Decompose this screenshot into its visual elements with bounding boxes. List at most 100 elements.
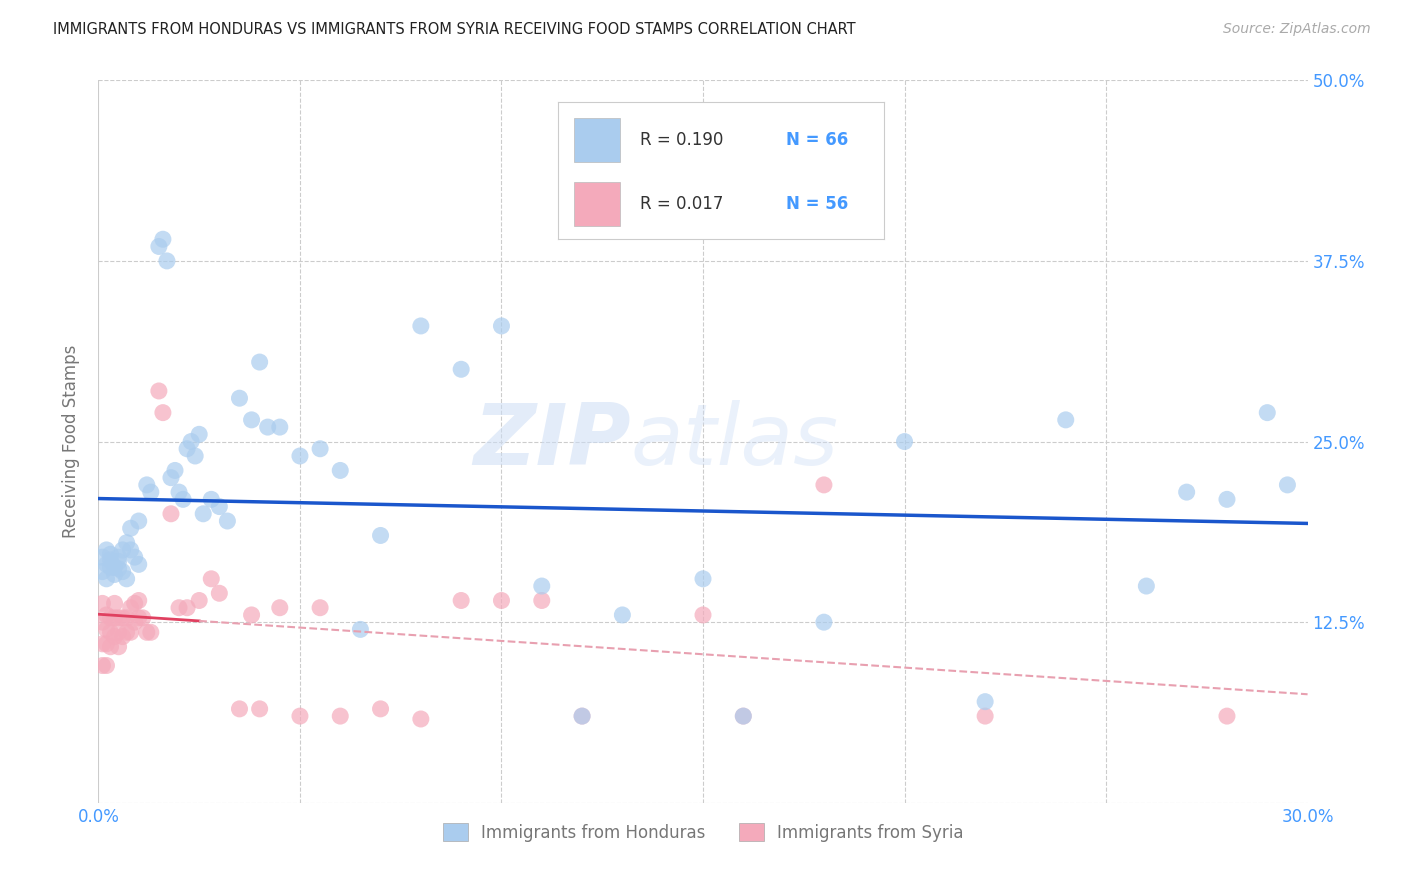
Point [309, 600, 332, 615]
Point [240, 607, 263, 622]
Point [172, 492, 194, 507]
Point [188, 427, 211, 442]
Point [530, 579, 553, 593]
Point [491, 318, 513, 333]
Point [370, 528, 392, 542]
Point [228, 702, 250, 716]
Point [288, 449, 311, 463]
Point [152, 406, 174, 420]
Point [733, 709, 755, 723]
Point [974, 695, 997, 709]
Point [100, 547, 122, 561]
Point [974, 709, 997, 723]
Point [180, 434, 202, 449]
Point [128, 514, 150, 528]
Point [128, 611, 150, 625]
Point [124, 596, 146, 610]
Point [115, 611, 138, 625]
Text: atlas: atlas [630, 400, 838, 483]
Point [100, 611, 122, 625]
Point [288, 709, 311, 723]
Point [309, 442, 332, 456]
Point [91, 615, 114, 630]
Point [111, 611, 134, 625]
Point [1277, 478, 1299, 492]
Point [103, 611, 125, 625]
Point [103, 567, 125, 582]
Point [349, 623, 371, 637]
Point [124, 615, 146, 630]
Point [100, 560, 122, 574]
Point [571, 709, 593, 723]
Point [103, 596, 125, 610]
Point [1216, 709, 1239, 723]
Legend: Immigrants from Honduras, Immigrants from Syria: Immigrants from Honduras, Immigrants fro… [436, 817, 970, 848]
Point [91, 637, 114, 651]
Point [111, 630, 134, 644]
Point [91, 596, 114, 610]
Point [813, 615, 835, 630]
Point [240, 413, 263, 427]
Point [107, 625, 129, 640]
Point [107, 562, 129, 576]
Point [256, 420, 278, 434]
Text: IMMIGRANTS FROM HONDURAS VS IMMIGRANTS FROM SYRIA RECEIVING FOOD STAMPS CORRELAT: IMMIGRANTS FROM HONDURAS VS IMMIGRANTS F… [53, 22, 856, 37]
Point [530, 593, 553, 607]
Point [409, 712, 432, 726]
Point [111, 542, 134, 557]
Point [612, 607, 634, 622]
Point [167, 600, 190, 615]
Point [120, 625, 142, 640]
Text: Source: ZipAtlas.com: Source: ZipAtlas.com [1223, 22, 1371, 37]
Point [491, 593, 513, 607]
Point [91, 550, 114, 565]
Point [450, 593, 472, 607]
Point [135, 625, 157, 640]
Point [1216, 492, 1239, 507]
Point [156, 253, 179, 268]
Point [329, 709, 352, 723]
Point [200, 572, 222, 586]
Point [188, 593, 211, 607]
Point [148, 239, 170, 253]
Point [692, 572, 714, 586]
Point [120, 521, 142, 535]
Point [128, 593, 150, 607]
Point [96, 558, 118, 572]
Point [115, 572, 138, 586]
Point [409, 318, 432, 333]
Point [107, 640, 129, 654]
Point [111, 565, 134, 579]
Point [115, 535, 138, 549]
Point [208, 500, 231, 514]
Point [96, 623, 118, 637]
Point [128, 558, 150, 572]
Point [249, 355, 271, 369]
Point [91, 658, 114, 673]
Point [176, 600, 198, 615]
Point [269, 420, 291, 434]
Text: ZIP: ZIP [472, 400, 630, 483]
Point [160, 470, 183, 484]
Point [100, 625, 122, 640]
Point [96, 637, 118, 651]
Point [249, 702, 271, 716]
Point [96, 542, 118, 557]
Point [107, 550, 129, 565]
Point [370, 702, 392, 716]
Point [103, 630, 125, 644]
Point [96, 607, 118, 622]
Point [200, 492, 222, 507]
Point [176, 442, 198, 456]
Point [450, 362, 472, 376]
Point [228, 391, 250, 405]
Point [893, 434, 915, 449]
Point [148, 384, 170, 398]
Point [269, 600, 291, 615]
Point [139, 625, 162, 640]
Point [103, 560, 125, 574]
Point [135, 478, 157, 492]
Point [91, 565, 114, 579]
Point [167, 485, 190, 500]
Point [115, 625, 138, 640]
